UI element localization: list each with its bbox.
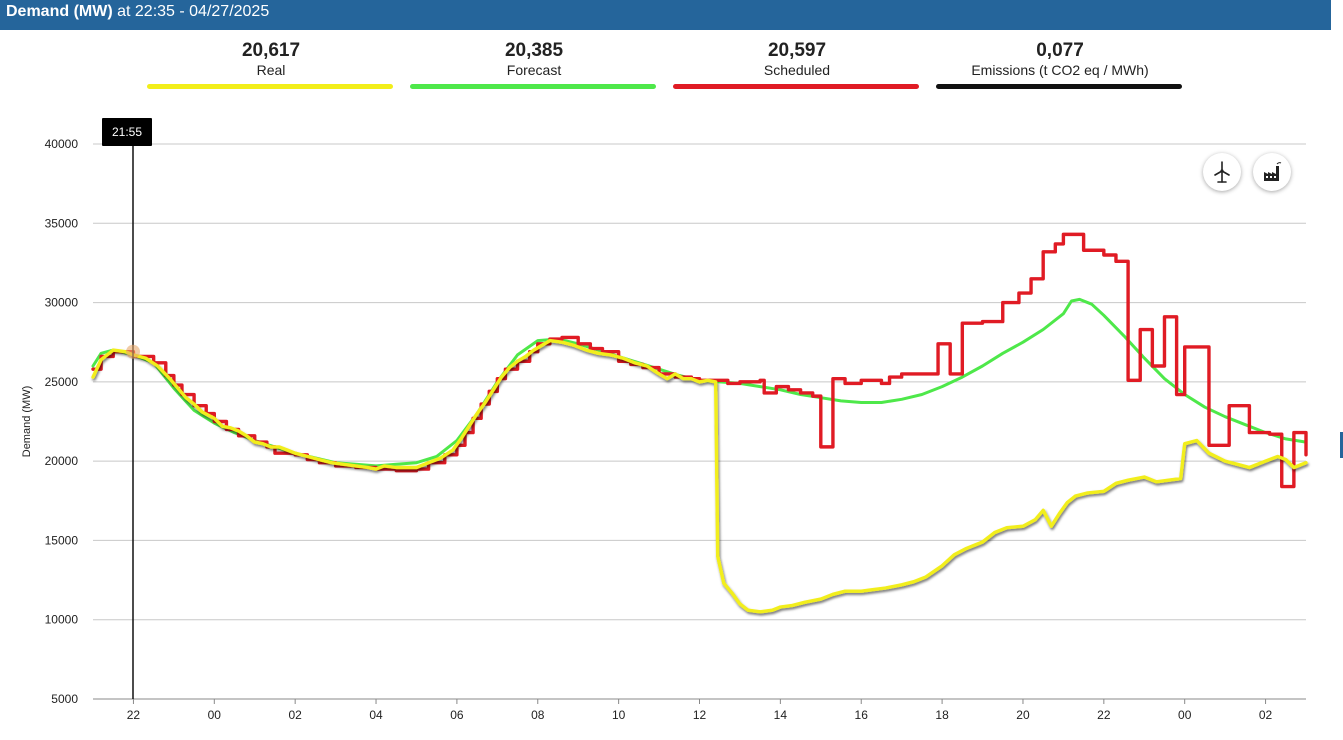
stat-real[interactable]: 20,617 Real <box>147 40 395 89</box>
series-line-real <box>91 338 1308 614</box>
factory-icon <box>1264 162 1282 181</box>
x-tick-label: 10 <box>612 708 626 722</box>
stat-scheduled-underline <box>673 84 919 89</box>
stat-scheduled-value: 20,597 <box>767 40 827 61</box>
title-bar: Demand (MW) at 22:35 - 04/27/2025 <box>0 0 1331 30</box>
x-tick-label: 20 <box>1016 708 1030 722</box>
y-tick-label: 30000 <box>45 296 79 310</box>
wind-toggle-button[interactable] <box>1203 153 1241 191</box>
stat-emissions-label: Emissions (t CO2 eq / MWh) <box>971 62 1149 78</box>
y-tick-label: 20000 <box>45 454 79 468</box>
stat-scheduled-label: Scheduled <box>763 62 831 78</box>
stat-scheduled[interactable]: 20,597 Scheduled <box>673 40 921 89</box>
stat-emissions-value: 0,077 <box>1036 40 1084 61</box>
x-tick-label: 08 <box>531 708 545 722</box>
stat-forecast[interactable]: 20,385 Forecast <box>410 40 658 89</box>
x-tick-label: 04 <box>369 708 383 722</box>
x-tick-label: 16 <box>855 708 869 722</box>
x-tick-label: 02 <box>288 708 302 722</box>
cursor-label-box <box>102 118 152 146</box>
title-timestamp: at 22:35 - 04/27/2025 <box>112 3 270 20</box>
wind-turbine-icon <box>1214 161 1230 183</box>
stat-emissions-underline <box>936 84 1182 89</box>
y-tick-label: 35000 <box>45 216 79 230</box>
title-metric: Demand (MW) <box>6 3 113 20</box>
x-tick-label: 18 <box>935 708 949 722</box>
x-tick-label: 22 <box>1097 708 1111 722</box>
side-tab-marker[interactable] <box>1340 432 1343 458</box>
stat-forecast-label: Forecast <box>506 62 562 78</box>
page-title: Demand (MW) at 22:35 - 04/27/2025 <box>6 3 269 21</box>
stat-forecast-value: 20,385 <box>504 40 564 61</box>
y-axis-label: Demand (MW) <box>21 386 33 458</box>
x-tick-label: 00 <box>208 708 222 722</box>
stat-real-underline <box>147 84 393 89</box>
x-tick-label: 22 <box>127 708 141 722</box>
x-tick-label: 00 <box>1178 708 1192 722</box>
cursor-label: 21:55 <box>112 125 142 139</box>
factory-toggle-button[interactable] <box>1253 153 1291 191</box>
y-tick-label: 5000 <box>51 692 78 706</box>
x-tick-label: 02 <box>1259 708 1273 722</box>
series-line-scheduled <box>91 232 1308 489</box>
stat-real-label: Real <box>256 62 286 78</box>
stat-real-value: 20,617 <box>241 40 301 61</box>
stat-emissions[interactable]: 0,077 Emissions (t CO2 eq / MWh) <box>936 40 1184 89</box>
cursor-marker <box>126 344 140 359</box>
demand-chart[interactable]: 5000 10000 15000 20000 25000 30000 35000 40000 2… <box>0 100 1331 740</box>
y-tick-label: 15000 <box>45 533 79 547</box>
y-tick-label: 25000 <box>45 375 79 389</box>
x-tick-label: 14 <box>774 708 788 722</box>
x-tick-label: 06 <box>450 708 464 722</box>
x-tick-label: 12 <box>693 708 707 722</box>
y-tick-label: 10000 <box>45 613 79 627</box>
stat-forecast-underline <box>410 84 656 89</box>
y-tick-label: 40000 <box>45 137 79 151</box>
